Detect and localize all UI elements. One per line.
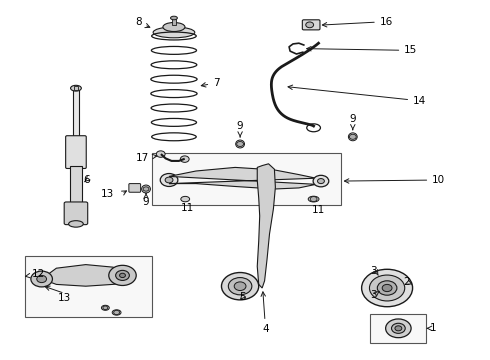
Polygon shape <box>169 167 316 189</box>
Text: 8: 8 <box>135 17 150 28</box>
Text: 12: 12 <box>25 269 45 279</box>
Circle shape <box>369 275 405 301</box>
Circle shape <box>313 175 329 187</box>
Text: 9: 9 <box>143 197 149 207</box>
FancyBboxPatch shape <box>66 136 86 168</box>
Polygon shape <box>42 265 135 286</box>
Text: 15: 15 <box>307 45 417 55</box>
Ellipse shape <box>163 22 185 31</box>
Circle shape <box>180 156 189 162</box>
Bar <box>73 90 79 137</box>
Circle shape <box>386 319 411 338</box>
Circle shape <box>165 177 173 183</box>
Bar <box>24 256 152 317</box>
Circle shape <box>318 179 324 184</box>
Polygon shape <box>257 164 275 288</box>
Text: 7: 7 <box>201 78 220 88</box>
Ellipse shape <box>71 85 81 91</box>
Circle shape <box>310 197 317 202</box>
Text: 2: 2 <box>403 276 412 287</box>
Ellipse shape <box>236 140 245 148</box>
Circle shape <box>103 306 108 310</box>
Circle shape <box>234 282 246 291</box>
Ellipse shape <box>69 221 83 227</box>
Circle shape <box>114 310 120 315</box>
FancyBboxPatch shape <box>129 184 141 192</box>
Text: 3: 3 <box>370 290 377 300</box>
Text: 5: 5 <box>239 292 246 302</box>
Circle shape <box>160 174 178 186</box>
Circle shape <box>377 281 397 295</box>
FancyBboxPatch shape <box>302 20 320 30</box>
Circle shape <box>221 273 259 300</box>
Text: 9: 9 <box>349 114 356 130</box>
Text: 13: 13 <box>58 293 72 303</box>
Ellipse shape <box>308 196 319 202</box>
Text: 11: 11 <box>312 205 325 215</box>
Text: 11: 11 <box>181 203 195 213</box>
Ellipse shape <box>181 197 190 202</box>
Circle shape <box>395 326 402 331</box>
FancyBboxPatch shape <box>64 202 88 225</box>
Text: 9: 9 <box>237 121 244 137</box>
Ellipse shape <box>153 27 195 38</box>
Circle shape <box>120 273 125 278</box>
Circle shape <box>392 323 405 333</box>
Circle shape <box>31 271 52 287</box>
Circle shape <box>306 22 314 28</box>
Bar <box>370 314 426 343</box>
Circle shape <box>228 278 252 295</box>
Text: 3: 3 <box>370 266 377 276</box>
Text: 17: 17 <box>136 153 157 163</box>
Circle shape <box>143 187 149 191</box>
Circle shape <box>156 151 165 157</box>
Text: 1: 1 <box>427 323 437 333</box>
Circle shape <box>37 275 47 283</box>
Text: 16: 16 <box>322 17 393 27</box>
Circle shape <box>349 134 356 139</box>
Bar <box>152 153 341 205</box>
Ellipse shape <box>171 16 177 20</box>
Text: 14: 14 <box>288 85 426 106</box>
Text: 6: 6 <box>83 175 90 185</box>
Text: 13: 13 <box>100 189 114 199</box>
Circle shape <box>109 265 136 285</box>
Circle shape <box>237 141 244 147</box>
Ellipse shape <box>142 185 150 193</box>
Circle shape <box>362 269 413 307</box>
Circle shape <box>116 270 129 280</box>
Bar <box>172 18 176 25</box>
Ellipse shape <box>112 310 121 315</box>
Ellipse shape <box>348 133 357 141</box>
Bar <box>70 166 82 205</box>
Circle shape <box>382 284 392 292</box>
Bar <box>74 86 78 90</box>
Text: 4: 4 <box>261 292 269 334</box>
Ellipse shape <box>101 305 109 310</box>
Text: 10: 10 <box>344 175 445 185</box>
